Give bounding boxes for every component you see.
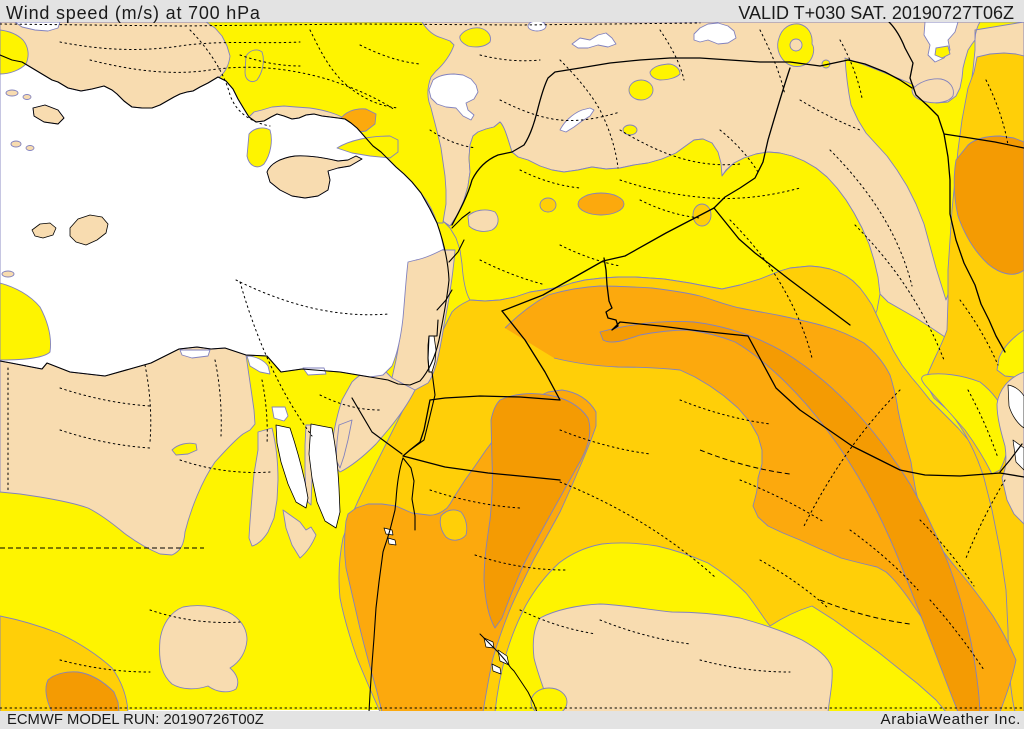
svg-text:ECMWF MODEL RUN: 20190726T00Z: ECMWF MODEL RUN: 20190726T00Z (7, 712, 264, 728)
svg-text:ArabiaWeather Inc.: ArabiaWeather Inc. (880, 711, 1021, 728)
svg-text:VALID T+030 SAT. 20190727T06Z: VALID T+030 SAT. 20190727T06Z (738, 3, 1014, 23)
svg-text:Wind speed (m/s) at 700 hPa: Wind speed (m/s) at 700 hPa (6, 3, 261, 23)
